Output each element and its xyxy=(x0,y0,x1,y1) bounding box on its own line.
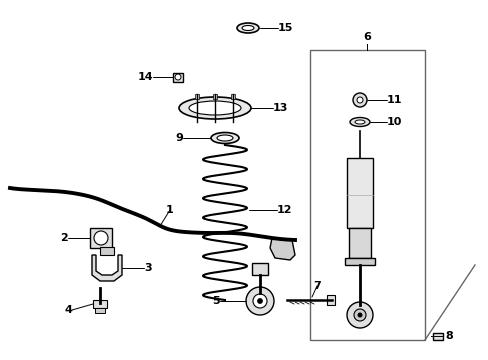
Ellipse shape xyxy=(354,120,364,124)
Polygon shape xyxy=(92,255,122,281)
Text: 11: 11 xyxy=(386,95,402,105)
Circle shape xyxy=(346,302,372,328)
Circle shape xyxy=(356,97,362,103)
Text: 15: 15 xyxy=(278,23,293,33)
Text: 4: 4 xyxy=(64,305,72,315)
Ellipse shape xyxy=(242,26,253,31)
Circle shape xyxy=(352,93,366,107)
Circle shape xyxy=(245,287,273,315)
Bar xyxy=(195,94,199,99)
Circle shape xyxy=(357,313,361,317)
Text: 10: 10 xyxy=(386,117,402,127)
Bar xyxy=(90,228,112,248)
Text: 13: 13 xyxy=(272,103,288,113)
Bar xyxy=(173,73,183,82)
Text: 7: 7 xyxy=(312,281,320,291)
Text: 3: 3 xyxy=(143,263,151,273)
Bar xyxy=(230,94,235,99)
Bar xyxy=(432,333,442,340)
Bar xyxy=(346,158,372,228)
Ellipse shape xyxy=(210,132,239,144)
Bar xyxy=(100,247,114,255)
Circle shape xyxy=(257,298,262,303)
Bar xyxy=(93,300,107,308)
Ellipse shape xyxy=(237,23,259,33)
Circle shape xyxy=(252,294,266,308)
Bar xyxy=(348,228,370,258)
Text: 5: 5 xyxy=(212,296,220,306)
Bar xyxy=(309,50,424,340)
Ellipse shape xyxy=(179,97,250,119)
Ellipse shape xyxy=(349,117,369,126)
Circle shape xyxy=(353,309,365,321)
Circle shape xyxy=(175,74,181,80)
Text: 14: 14 xyxy=(137,72,153,82)
Bar xyxy=(251,263,267,275)
Polygon shape xyxy=(269,238,294,260)
Bar xyxy=(345,258,374,265)
Text: 12: 12 xyxy=(276,205,292,215)
Text: 1: 1 xyxy=(166,205,174,215)
Bar xyxy=(95,308,105,313)
Text: 8: 8 xyxy=(444,331,452,341)
Circle shape xyxy=(94,231,108,245)
Bar xyxy=(326,295,334,305)
Bar xyxy=(213,94,217,99)
Text: 9: 9 xyxy=(175,133,183,143)
Text: 6: 6 xyxy=(362,32,370,42)
Text: 2: 2 xyxy=(60,233,68,243)
Ellipse shape xyxy=(217,135,232,141)
Ellipse shape xyxy=(189,101,241,115)
